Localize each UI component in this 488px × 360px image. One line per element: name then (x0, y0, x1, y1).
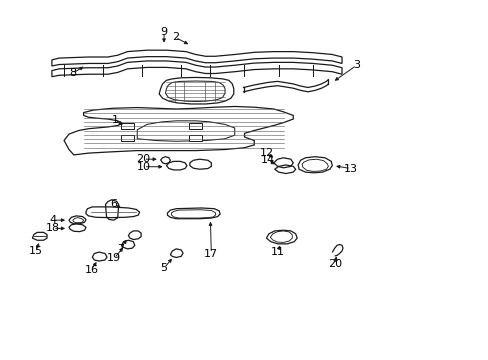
Text: 10: 10 (136, 162, 150, 172)
Text: 5: 5 (160, 263, 167, 273)
Text: 16: 16 (84, 265, 98, 275)
Text: 3: 3 (352, 60, 360, 70)
Text: 8: 8 (69, 68, 76, 78)
Text: 11: 11 (270, 247, 284, 257)
Bar (189, 135, 202, 140)
Text: 14: 14 (260, 155, 274, 165)
Text: 13: 13 (343, 163, 357, 174)
Text: 2: 2 (171, 32, 179, 42)
Text: 18: 18 (46, 224, 60, 233)
Text: 7: 7 (116, 244, 123, 254)
Text: 15: 15 (29, 246, 43, 256)
Text: 4: 4 (49, 215, 56, 225)
Text: 19: 19 (107, 253, 121, 263)
Bar (121, 135, 134, 140)
Text: 12: 12 (259, 148, 273, 158)
Text: 20: 20 (327, 259, 341, 269)
Bar (189, 123, 202, 129)
Text: 9: 9 (160, 27, 167, 37)
Bar (121, 123, 134, 129)
Text: 1: 1 (112, 115, 119, 125)
Text: 6: 6 (110, 199, 117, 209)
Text: 17: 17 (204, 248, 218, 258)
Text: 20: 20 (136, 154, 150, 164)
